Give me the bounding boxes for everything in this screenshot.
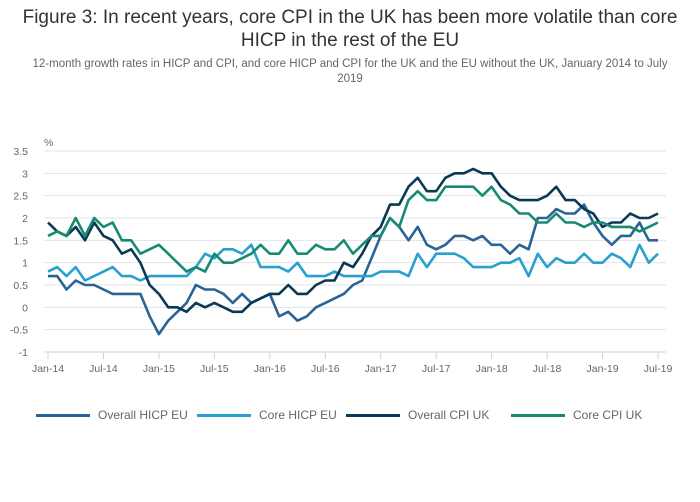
legend-swatch bbox=[197, 413, 251, 417]
legend-label: Core HICP EU bbox=[259, 408, 337, 422]
x-tick-label: Jan-14 bbox=[32, 363, 64, 375]
legend-swatch bbox=[36, 413, 90, 417]
legend-item-overall-cpi-uk[interactable]: Overall CPI UK bbox=[346, 408, 489, 422]
gridlines bbox=[44, 150, 666, 331]
legend-swatch bbox=[346, 413, 400, 417]
chart-title: Figure 3: In recent years, core CPI in t… bbox=[22, 7, 678, 51]
x-tick-label: Jul-19 bbox=[644, 363, 673, 375]
x-tick-label: Jul-16 bbox=[311, 363, 340, 375]
legend-swatch bbox=[511, 413, 565, 417]
y-tick-label: 1 bbox=[22, 258, 28, 270]
legend-label: Overall CPI UK bbox=[408, 408, 490, 422]
series-line-overall-cpi-uk bbox=[47, 167, 659, 314]
y-tick-label: 3 bbox=[22, 168, 28, 180]
x-axis: Jan-14 Jul-14 Jan-15 Jul-15 Jan-16 Jul-16 Jan-… bbox=[32, 351, 673, 375]
y-axis-label: % bbox=[44, 137, 53, 149]
x-tick-label: Jul-18 bbox=[533, 363, 562, 375]
x-tick-label: Jan-19 bbox=[586, 363, 618, 375]
x-tick-label: Jan-18 bbox=[476, 363, 508, 375]
y-tick-label: 3.5 bbox=[13, 146, 28, 158]
y-tick-label: -1 bbox=[19, 347, 28, 359]
legend-item-core-cpi-uk[interactable]: Core CPI UK bbox=[511, 408, 642, 422]
x-tick-label: Jan-16 bbox=[254, 363, 286, 375]
legend-item-overall-hicp-eu[interactable]: Overall HICP EU bbox=[36, 408, 188, 422]
y-tick-label: 0 bbox=[22, 302, 28, 314]
legend-item-core-hicp-eu[interactable]: Core HICP EU bbox=[197, 408, 337, 422]
series-line-core-cpi-uk bbox=[47, 185, 659, 273]
x-tick-label: Jan-15 bbox=[143, 363, 175, 375]
legend-label: Overall HICP EU bbox=[98, 408, 188, 422]
x-tick-label: Jul-17 bbox=[422, 363, 451, 375]
y-tick-label: -0.5 bbox=[10, 325, 28, 337]
y-tick-label: 2.5 bbox=[13, 191, 28, 203]
series-line-overall-hicp-eu bbox=[48, 203, 658, 336]
x-tick-label: Jul-15 bbox=[200, 363, 229, 375]
y-axis-ticks: -1 -0.5 0 0.5 1 1.5 2 2.5 3 3.5 bbox=[10, 146, 28, 359]
chart-subtitle: 12-month growth rates in HICP and CPI, a… bbox=[32, 58, 668, 85]
y-tick-label: 2 bbox=[22, 213, 28, 225]
x-tick-label: Jan-17 bbox=[365, 363, 397, 375]
legend: Overall HICP EU Core HICP EU Overall CPI U… bbox=[0, 408, 700, 428]
series-line-core-hicp-eu bbox=[47, 243, 659, 282]
series-lines bbox=[47, 167, 659, 336]
x-tick-label: Jul-14 bbox=[89, 363, 118, 375]
legend-label: Core CPI UK bbox=[573, 408, 643, 422]
y-tick-label: 1.5 bbox=[13, 235, 28, 247]
y-tick-label: 0.5 bbox=[13, 280, 28, 292]
